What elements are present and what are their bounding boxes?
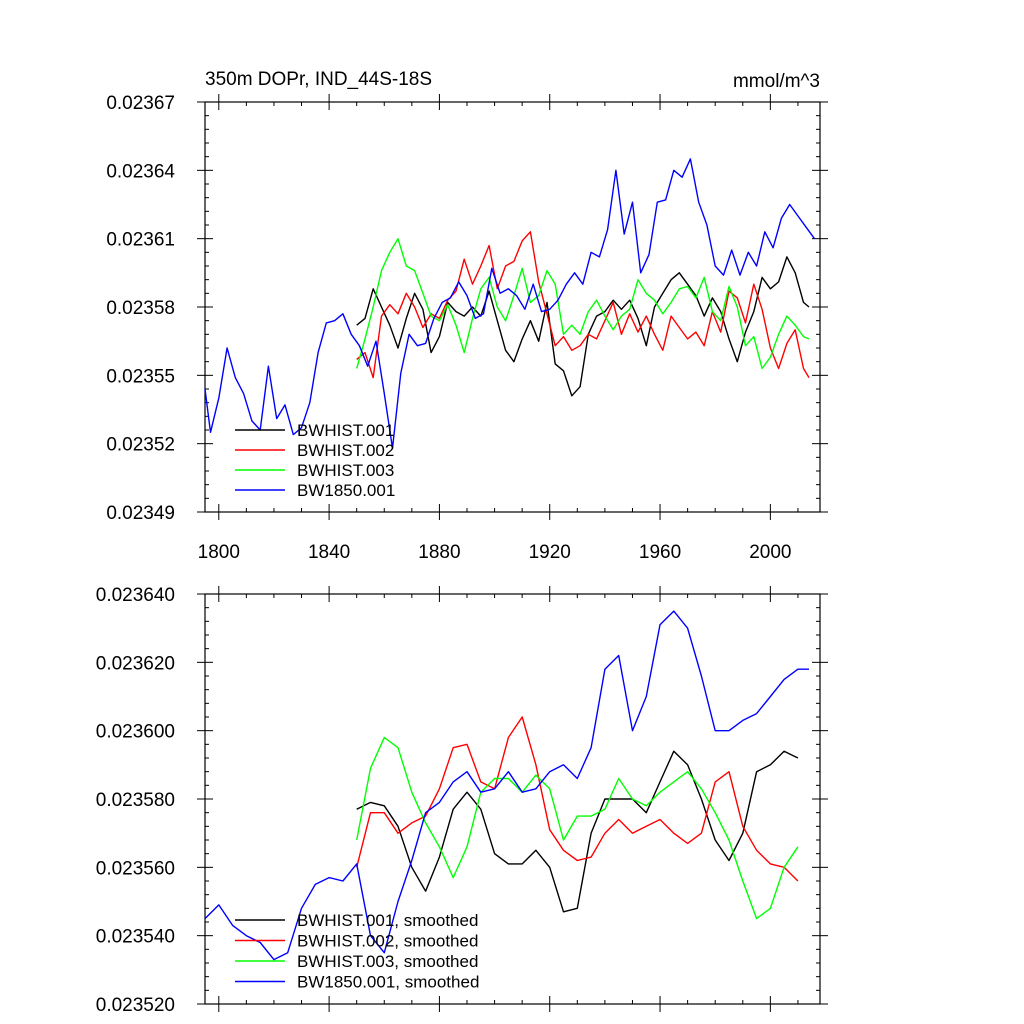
top-chart-title: 350m DOPr, IND_44S-18S [205, 69, 432, 90]
x-tick-label: 1840 [308, 542, 350, 563]
bottom-axis-ticks: 0.023520 0.023540 0.023560 0.023580 0.023600… [96, 585, 828, 1016]
series-line-bw1850-001 [204, 158, 816, 449]
y-tick-label: 0.023580 [96, 790, 175, 811]
series-line-bwhist-001-smoothed [356, 750, 799, 913]
legend-label: BWHIST.002 [297, 441, 394, 460]
bottom-series-group [204, 610, 809, 961]
y-tick-label: 0.023520 [96, 995, 175, 1016]
x-tick-label: 1800 [198, 542, 240, 563]
y-tick-label: 0.023600 [96, 722, 175, 743]
series-line-bwhist-002-smoothed [356, 716, 799, 882]
series-line-bwhist-002 [356, 231, 810, 379]
legend-label: BW1850.001 [297, 481, 395, 500]
x-tick-label: 1880 [418, 542, 460, 563]
x-tick-label: 1960 [639, 542, 681, 563]
y-tick-label: 0.02358 [106, 298, 175, 319]
series-line-bwhist-001 [356, 256, 810, 397]
bottom-panel: 0.023520 0.023540 0.023560 0.023580 0.023600… [96, 585, 828, 1016]
series-line-bw1850-001-smoothed [204, 610, 809, 961]
x-tick-label: 1920 [529, 542, 571, 563]
y-tick-label: 0.02361 [106, 230, 175, 251]
x-tick-label: 2000 [749, 542, 791, 563]
top-chart-units: mmol/m^3 [733, 71, 820, 92]
top-axis-ticks: 1800 1840 1880 1920 1960 2000 0.02349 0.02352 0.… [106, 93, 828, 563]
y-tick-label: 0.023560 [96, 858, 175, 879]
y-tick-label: 0.02367 [106, 93, 175, 114]
y-tick-label: 0.023620 [96, 653, 175, 674]
y-tick-label: 0.023640 [96, 585, 175, 606]
legend-label: BWHIST.001, smoothed [297, 911, 478, 930]
series-line-bwhist-003 [356, 237, 810, 370]
y-tick-label: 0.02349 [106, 503, 175, 524]
legend-label: BW1850.001, smoothed [297, 973, 479, 992]
top-series-group [204, 158, 816, 449]
top-panel: 350m DOPr, IND_44S-18S mmol/m^3 1800 1840… [106, 69, 828, 563]
series-line-bwhist-003-smoothed [356, 736, 799, 920]
bottom-legend: BWHIST.001, smoothed BWHIST.002, smoothed… [235, 911, 479, 992]
y-tick-label: 0.02352 [106, 435, 175, 456]
y-tick-label: 0.023540 [96, 927, 175, 948]
y-tick-label: 0.02364 [106, 161, 175, 182]
y-tick-label: 0.02355 [106, 366, 175, 387]
legend-label: BWHIST.003, smoothed [297, 952, 478, 971]
legend-label: BWHIST.002, smoothed [297, 932, 478, 951]
legend-label: BWHIST.001 [297, 421, 394, 440]
legend-label: BWHIST.003 [297, 461, 394, 480]
